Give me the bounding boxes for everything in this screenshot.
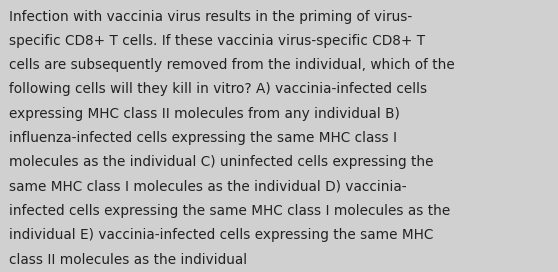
Text: molecules as the individual C) uninfected cells expressing the: molecules as the individual C) uninfecte…	[9, 155, 434, 169]
Text: expressing MHC class II molecules from any individual B): expressing MHC class II molecules from a…	[9, 107, 400, 121]
Text: influenza-infected cells expressing the same MHC class I: influenza-infected cells expressing the …	[9, 131, 397, 145]
Text: infected cells expressing the same MHC class I molecules as the: infected cells expressing the same MHC c…	[9, 204, 450, 218]
Text: class II molecules as the individual: class II molecules as the individual	[9, 253, 247, 267]
Text: same MHC class I molecules as the individual D) vaccinia-: same MHC class I molecules as the indivi…	[9, 180, 407, 194]
Text: individual E) vaccinia-infected cells expressing the same MHC: individual E) vaccinia-infected cells ex…	[9, 228, 434, 242]
Text: cells are subsequently removed from the individual, which of the: cells are subsequently removed from the …	[9, 58, 455, 72]
Text: Infection with vaccinia virus results in the priming of virus-: Infection with vaccinia virus results in…	[9, 10, 412, 23]
Text: following cells will they kill in vitro? A) vaccinia-infected cells: following cells will they kill in vitro?…	[9, 82, 427, 97]
Text: specific CD8+ T cells. If these vaccinia virus-specific CD8+ T: specific CD8+ T cells. If these vaccinia…	[9, 34, 425, 48]
